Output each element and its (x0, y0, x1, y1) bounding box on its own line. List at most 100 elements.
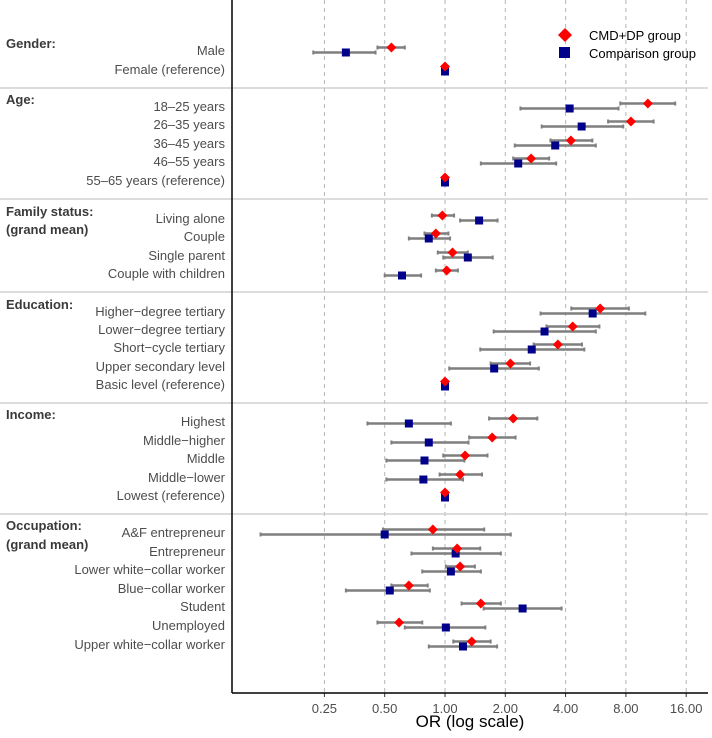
row-label: Single parent (148, 248, 225, 263)
x-tick-label: 1.00 (432, 701, 457, 716)
row-label: Male (197, 43, 225, 58)
row-label: Middle−higher (143, 433, 226, 448)
row-label: Highest (181, 414, 225, 429)
row-label: Female (reference) (114, 62, 225, 77)
row-label: 36–45 years (153, 136, 225, 151)
row-label: Lowest (reference) (117, 488, 225, 503)
row-label: 46–55 years (153, 154, 225, 169)
row-label: Living alone (156, 211, 225, 226)
cmd-point (466, 636, 477, 647)
cmd-point (452, 543, 463, 554)
cmd-point (455, 561, 466, 572)
cmd-point (552, 339, 563, 350)
row-label: Basic level (reference) (96, 377, 225, 392)
group-subtitle: (grand mean) (6, 537, 88, 552)
comparison-point (424, 438, 433, 447)
comparison-point (397, 271, 406, 280)
comparison-point (385, 586, 394, 595)
row-label: Lower−degree tertiary (98, 322, 225, 337)
cmd-point (441, 265, 452, 276)
cmd-point (440, 61, 450, 72)
x-tick-label: 0.25 (312, 701, 337, 716)
row-label: Unemployed (152, 618, 225, 633)
comparison-point (577, 122, 586, 131)
cmd-point (386, 42, 397, 53)
comparison-point (518, 604, 527, 613)
group-subtitle: (grand mean) (6, 222, 88, 237)
comparison-point (514, 159, 523, 168)
group-title: Gender: (6, 36, 56, 51)
cmd-point (567, 321, 578, 332)
cmd-point (430, 228, 441, 239)
comparison-point (419, 475, 428, 484)
comparison-point (441, 623, 450, 632)
row-label: Lower white−collar worker (74, 562, 225, 577)
comparison-point (341, 48, 350, 57)
cmd-point (505, 358, 516, 369)
row-label: Entrepreneur (149, 544, 226, 559)
comparison-point (551, 141, 560, 150)
cmd-point (487, 432, 498, 443)
cmd-point (440, 172, 450, 183)
comparison-point (424, 234, 433, 243)
group-title: Family status: (6, 204, 93, 219)
row-label: 26–35 years (153, 117, 225, 132)
cmd-point (565, 135, 576, 146)
cmd-point (394, 617, 405, 628)
x-tick-label: 16.00 (670, 701, 703, 716)
row-label: Blue−collar worker (118, 581, 226, 596)
group-title: Education: (6, 297, 73, 312)
group-title: Age: (6, 92, 35, 107)
row-label: Couple with children (108, 266, 225, 281)
cmd-point (447, 247, 458, 258)
cmd-point (460, 450, 471, 461)
comparison-point (404, 419, 413, 428)
cmd-point (440, 376, 450, 387)
row-label: Middle (187, 451, 225, 466)
comparison-point (420, 456, 429, 465)
comparison-point (451, 549, 460, 558)
row-label: 18–25 years (153, 99, 225, 114)
row-label: Upper white−collar worker (74, 637, 225, 652)
comparison-point (527, 345, 536, 354)
cmd-point (625, 116, 636, 127)
x-tick-label: 2.00 (493, 701, 518, 716)
cmd-point (475, 598, 486, 609)
legend-label: Comparison group (589, 46, 696, 61)
comparison-point (380, 530, 389, 539)
comparison-point (565, 104, 574, 113)
cmd-point (526, 153, 537, 164)
cmd-point (595, 303, 606, 314)
comparison-point (475, 216, 484, 225)
row-label: Short−cycle tertiary (113, 340, 225, 355)
cmd-point (440, 487, 450, 498)
cmd-point (437, 210, 448, 221)
x-tick-label: 0.50 (372, 701, 397, 716)
cmd-point (642, 98, 653, 109)
x-axis-title: OR (log scale) (416, 712, 525, 731)
legend-diamond-icon (558, 28, 572, 42)
comparison-point (540, 327, 549, 336)
comparison-point (446, 567, 455, 576)
row-label: Higher−degree tertiary (95, 304, 225, 319)
row-label: Upper secondary level (96, 359, 225, 374)
row-label: A&F entrepreneur (122, 525, 226, 540)
row-label: 55–65 years (reference) (86, 173, 225, 188)
group-title: Income: (6, 407, 56, 422)
cmd-point (455, 469, 466, 480)
comparison-point (588, 309, 597, 318)
comparison-point (490, 364, 499, 373)
legend-square-icon (559, 47, 570, 58)
row-label: Couple (184, 229, 225, 244)
cmd-point (508, 413, 519, 424)
comparison-point (463, 253, 472, 262)
comparison-point (459, 642, 468, 651)
cmd-point (427, 524, 438, 535)
cmd-point (403, 580, 414, 591)
row-label: Middle−lower (148, 470, 226, 485)
legend-label: CMD+DP group (589, 28, 681, 43)
group-title: Occupation: (6, 518, 82, 533)
x-tick-label: 8.00 (613, 701, 638, 716)
x-tick-label: 4.00 (553, 701, 578, 716)
